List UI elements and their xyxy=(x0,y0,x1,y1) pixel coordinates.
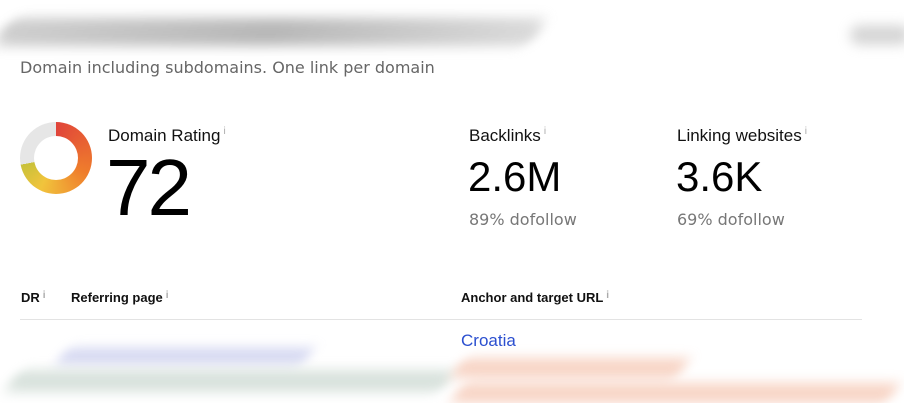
column-title: Anchor and target URL xyxy=(461,290,604,305)
column-header-dr[interactable]: DR i xyxy=(21,290,46,305)
blurred-header-right xyxy=(850,25,904,45)
column-header-anchor[interactable]: Anchor and target URL i xyxy=(461,290,609,305)
backlinks-dofollow: 89% dofollow xyxy=(469,210,577,229)
column-header-referring-page[interactable]: Referring page i xyxy=(71,290,169,305)
backlinks-label: Backlinks i xyxy=(469,126,546,146)
linking-websites-text: Linking websites xyxy=(677,126,802,145)
column-title: Referring page xyxy=(71,290,163,305)
blurred-referring-page xyxy=(55,348,315,364)
info-icon[interactable]: i xyxy=(606,290,610,301)
linking-websites-label: Linking websites i xyxy=(677,126,807,146)
domain-rating-value: 72 xyxy=(106,143,192,232)
subtitle: Domain including subdomains. One link pe… xyxy=(20,58,435,77)
blurred-row xyxy=(3,370,457,392)
table-divider xyxy=(20,319,862,320)
blurred-header xyxy=(0,18,549,46)
backlinks-value[interactable]: 2.6M xyxy=(468,153,562,200)
blurred-target-url xyxy=(449,358,691,378)
info-icon[interactable]: i xyxy=(543,126,547,137)
info-icon[interactable]: i xyxy=(804,126,807,137)
blurred-target-url-2 xyxy=(449,383,901,403)
info-icon[interactable]: i xyxy=(165,290,169,301)
domain-rating-gauge xyxy=(20,122,92,194)
domain-rating-text: Domain Rating xyxy=(108,126,221,145)
column-title: DR xyxy=(21,290,40,305)
backlinks-text: Backlinks xyxy=(469,126,541,145)
linking-websites-value[interactable]: 3.6K xyxy=(676,153,763,200)
info-icon[interactable]: i xyxy=(42,290,46,301)
info-icon[interactable]: i xyxy=(223,126,226,137)
linking-websites-dofollow: 69% dofollow xyxy=(677,210,785,229)
anchor-link[interactable]: Croatia xyxy=(461,331,516,350)
domain-rating-label: Domain Rating i xyxy=(108,126,226,146)
